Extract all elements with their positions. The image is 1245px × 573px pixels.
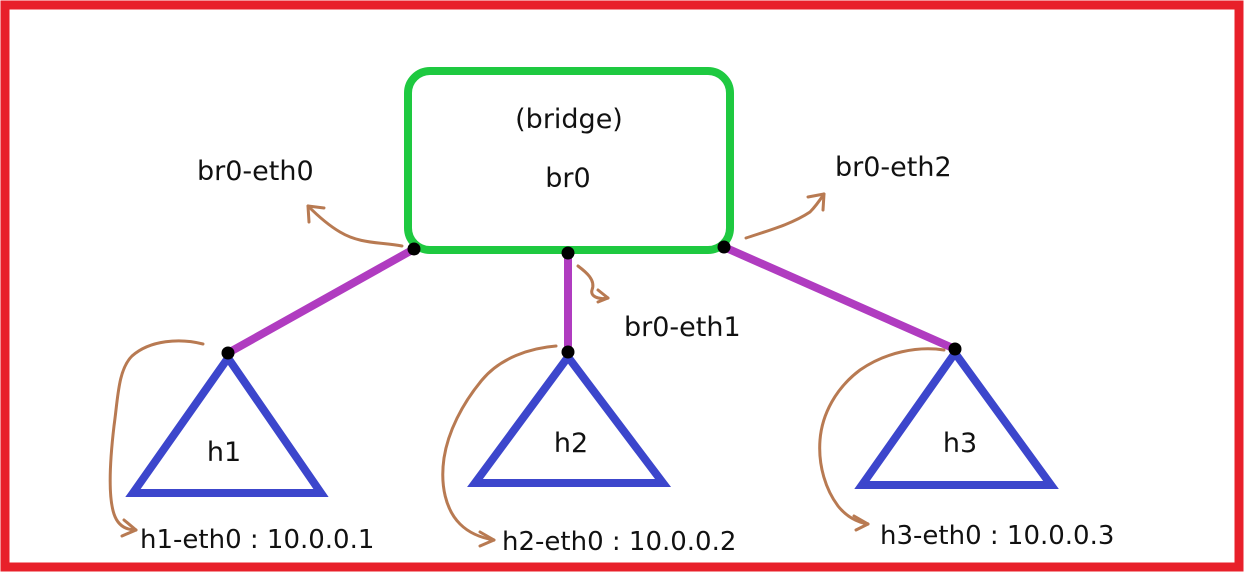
link-br0-h1 — [224, 245, 418, 357]
arrowhead-h1-eth0 — [120, 518, 138, 538]
bridge-name-label: br0 — [545, 163, 590, 194]
arrowhead-h3-eth0 — [852, 514, 870, 532]
pointer-arrow-br0-eth1 — [576, 264, 610, 300]
pointer-arrow-br0-eth2 — [744, 192, 826, 240]
host-h3-interface-label: h3-eth0 : 10.0.0.3 — [880, 521, 1114, 551]
pointer-arrow-h2-eth0 — [441, 344, 558, 542]
link-br0-h3 — [720, 243, 959, 353]
bridge-box — [404, 67, 734, 254]
port-node-br0-eth0 — [407, 242, 421, 256]
arrowhead-h2-eth0 — [478, 530, 496, 548]
host-h1-name: h1 — [207, 437, 241, 468]
port-label-br0-eth2: br0-eth2 — [835, 152, 952, 183]
host-h2-name: h2 — [554, 428, 588, 459]
arrowhead-br0-eth1 — [596, 288, 610, 304]
port-node-h2-eth0 — [561, 345, 575, 359]
bridge-type-label: (bridge) — [515, 104, 623, 135]
pointer-arrow-h3-eth0 — [818, 347, 946, 526]
host-h1-triangle — [125, 350, 329, 497]
host-h2-triangle — [467, 350, 672, 487]
pointer-arrow-br0-eth0 — [306, 204, 404, 248]
host-h3-name: h3 — [943, 428, 977, 459]
port-node-br0-eth1 — [561, 246, 575, 260]
port-label-br0-eth1: br0-eth1 — [624, 312, 741, 343]
port-node-br0-eth2 — [717, 240, 731, 254]
port-node-h3-eth0 — [948, 342, 962, 356]
port-label-br0-eth0: br0-eth0 — [197, 156, 314, 187]
arrowhead-br0-eth0 — [306, 204, 326, 224]
host-h1-interface-label: h1-eth0 : 10.0.0.1 — [140, 525, 374, 555]
port-node-h1-eth0 — [221, 346, 235, 360]
arrowhead-br0-eth2 — [806, 192, 826, 212]
host-h2-interface-label: h2-eth0 : 10.0.0.2 — [502, 527, 736, 557]
pointer-arrow-h1-eth0 — [108, 339, 205, 532]
host-h3-triangle — [854, 346, 1059, 489]
